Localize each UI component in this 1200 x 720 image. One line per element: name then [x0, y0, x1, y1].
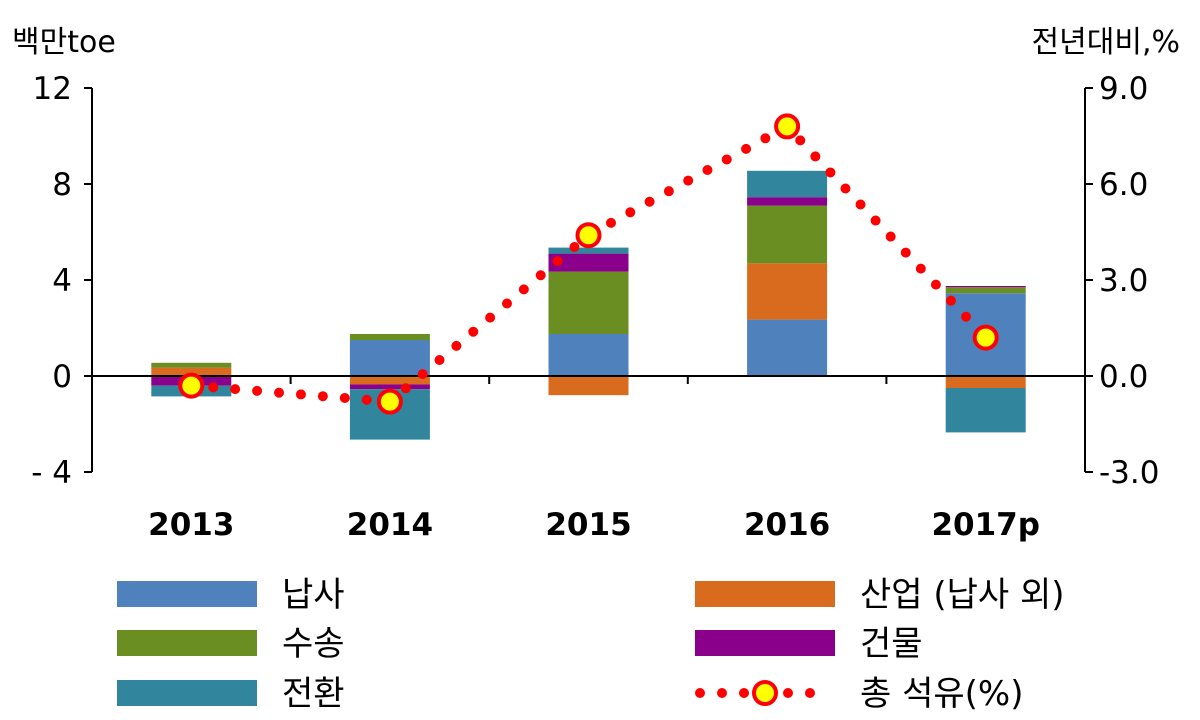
left-tick-label: 8: [52, 167, 72, 203]
right-axis-unit: 전년대비,%: [1032, 25, 1180, 60]
bar-segment: [548, 253, 629, 272]
bar-series-group: [151, 170, 1026, 440]
total-oil-point: [178, 372, 205, 399]
category-label: 2013: [148, 507, 234, 543]
legend-swatch: [117, 630, 257, 656]
right-tick-label: -3.0: [1099, 455, 1160, 491]
category-label: 2016: [744, 507, 830, 543]
axes-group: - 4 0 4 8 12 -3.0 0.0 3.0 6.0 9.0 2013 2014 2015 2016…: [31, 71, 1159, 543]
bar-segment: [548, 271, 629, 334]
bar-segment: [945, 287, 1026, 294]
legend-swatch: [695, 630, 835, 656]
line-series-group: [178, 113, 999, 415]
bar-segment: [349, 340, 430, 376]
legend-label: 산업 (납사 외): [860, 575, 1065, 615]
bar-segment: [945, 376, 1026, 388]
bar-segment: [747, 205, 828, 264]
left-axis-unit: 백만toe: [12, 25, 116, 60]
bar-segment: [151, 362, 232, 368]
right-tick-label: 9.0: [1099, 71, 1148, 107]
category-label: 2014: [347, 507, 433, 543]
left-tick-label: 12: [33, 71, 72, 107]
right-tick-label: 0.0: [1099, 359, 1148, 395]
category-label: 2015: [545, 507, 631, 543]
left-tick-label: 4: [52, 263, 72, 299]
bar-segment: [945, 388, 1026, 433]
total-oil-point: [575, 222, 602, 249]
left-tick-label: - 4: [31, 455, 72, 491]
bar-segment: [747, 319, 828, 376]
bar-segment: [548, 334, 629, 376]
right-tick-label: 3.0: [1099, 263, 1148, 299]
left-tick-label: 0: [52, 359, 72, 395]
bar-segment: [349, 384, 430, 390]
bar-segment: [548, 247, 629, 254]
legend-label: 건물: [860, 624, 923, 664]
bar-segment: [747, 170, 828, 198]
bar-segment: [548, 376, 629, 396]
legend-marker-swatch: [752, 680, 778, 706]
bar-segment: [747, 263, 828, 320]
legend-swatch: [695, 581, 835, 607]
bar-segment: [747, 197, 828, 206]
legend-label: 납사: [282, 575, 345, 615]
category-label: 2017p: [931, 507, 1039, 543]
legend-swatch: [117, 680, 257, 706]
total-oil-point: [972, 324, 999, 351]
legend-label: 전환: [282, 674, 345, 714]
bar-segment: [945, 286, 1026, 288]
right-tick-label: 6.0: [1099, 167, 1148, 203]
legend-label: 수송: [282, 624, 345, 664]
legend-label: 총 석유(%): [860, 674, 1023, 714]
total-oil-point: [376, 388, 403, 415]
bar-segment: [349, 376, 430, 385]
total-oil-point: [774, 113, 801, 140]
legend-swatch: [117, 581, 257, 607]
bar-segment: [349, 334, 430, 340]
bar-segment: [151, 367, 232, 376]
